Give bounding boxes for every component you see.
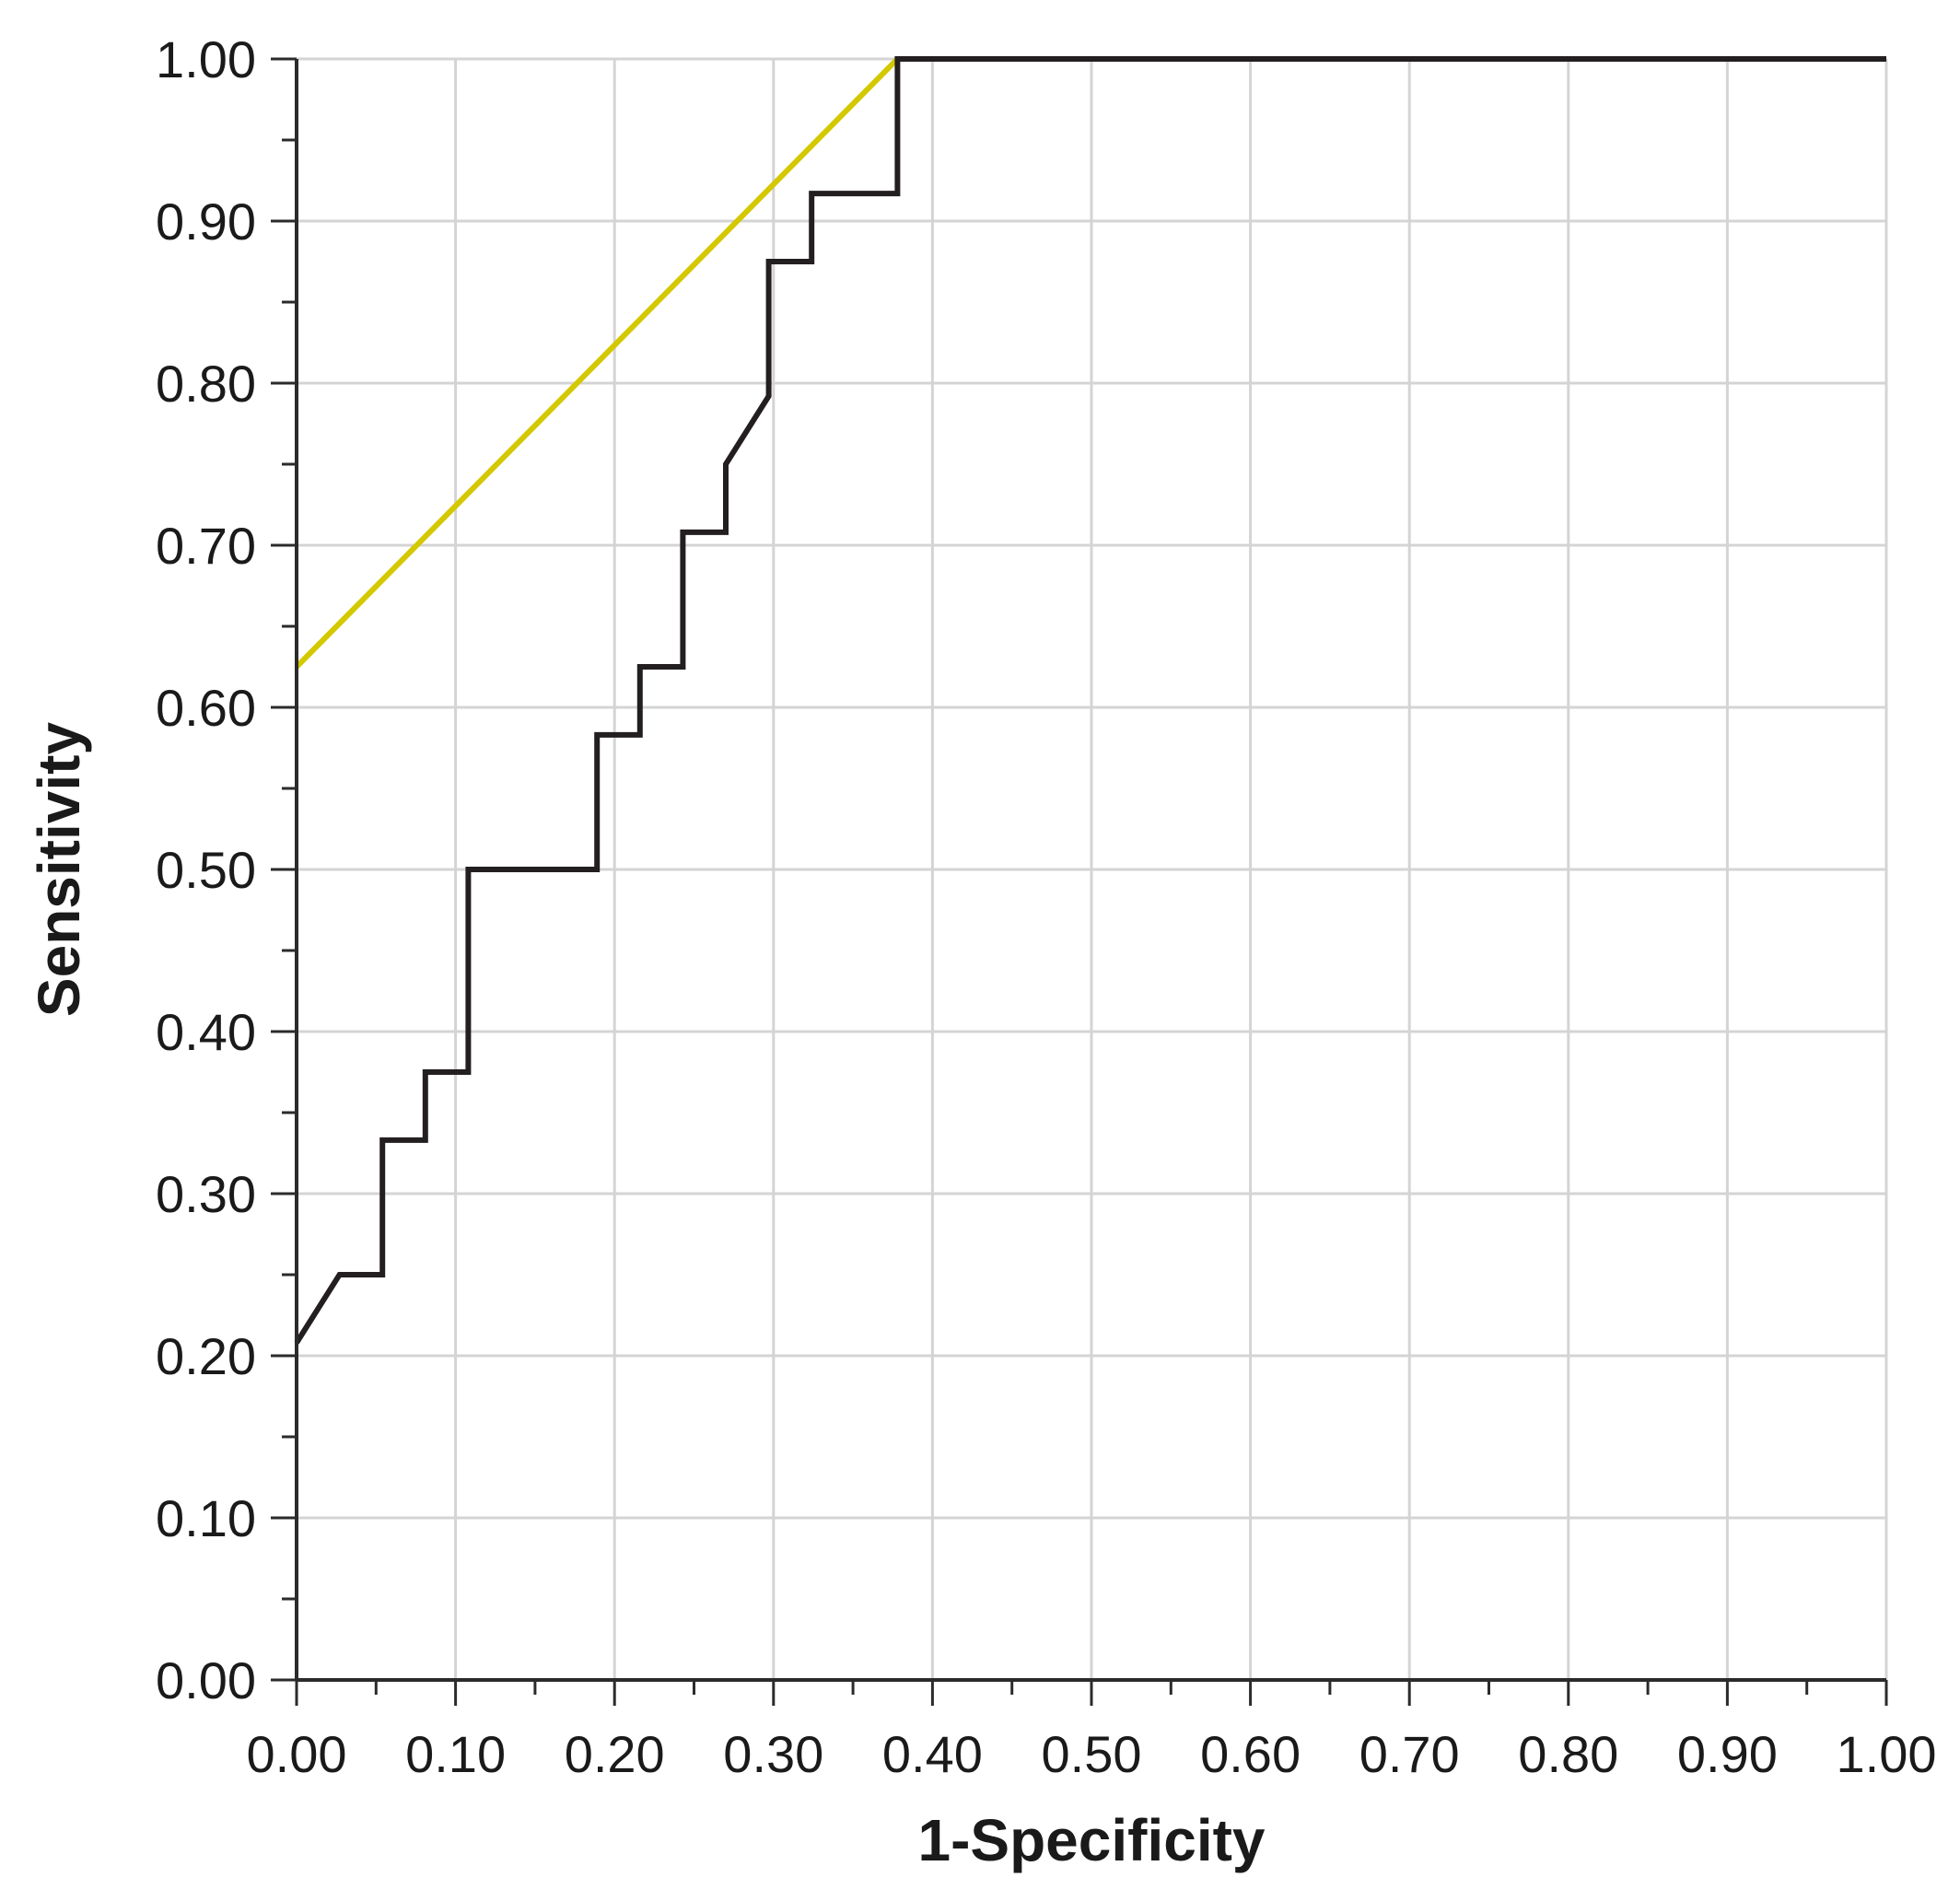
- series-layer: [294, 56, 1886, 1345]
- y-tick-label: 0.60: [156, 679, 256, 737]
- roc-curve: [294, 56, 1886, 1345]
- x-tick-label: 0.60: [1200, 1725, 1301, 1783]
- x-tick-label: 0.50: [1042, 1725, 1142, 1783]
- y-tick-label: 0.90: [156, 192, 256, 251]
- x-tick-label: 0.40: [882, 1725, 983, 1783]
- y-tick-label: 0.30: [156, 1165, 256, 1223]
- ticks: 0.00 0.10 0.20 0.30 0.40 0.50 0.60 0.70 0.80 0.90…: [156, 30, 1937, 1783]
- x-axis-title: 1-Specificity: [917, 1807, 1265, 1873]
- y-tick-label: 0.00: [156, 1651, 256, 1709]
- y-tick-label: 0.80: [156, 355, 256, 413]
- x-tick-label: 0.20: [565, 1725, 665, 1783]
- y-tick-label: 0.50: [156, 841, 256, 899]
- y-tick-label: 0.10: [156, 1489, 256, 1547]
- x-tick-label: 0.00: [247, 1725, 347, 1783]
- y-tick-label: 0.20: [156, 1327, 256, 1385]
- grid: [297, 57, 1888, 1680]
- x-tick-label: 0.80: [1518, 1725, 1618, 1783]
- x-tick-label: 0.70: [1359, 1725, 1460, 1783]
- x-tick-label: 0.30: [723, 1725, 823, 1783]
- y-axis-title: Sensitivity: [26, 722, 92, 1018]
- x-tick-label: 0.10: [405, 1725, 506, 1783]
- y-tick-label: 1.00: [156, 30, 256, 88]
- x-tick-label: 0.90: [1677, 1725, 1778, 1783]
- y-tick-label: 0.70: [156, 517, 256, 575]
- x-tick-label: 1.00: [1837, 1725, 1937, 1783]
- reference-line: [294, 56, 900, 670]
- y-tick-label: 0.40: [156, 1003, 256, 1061]
